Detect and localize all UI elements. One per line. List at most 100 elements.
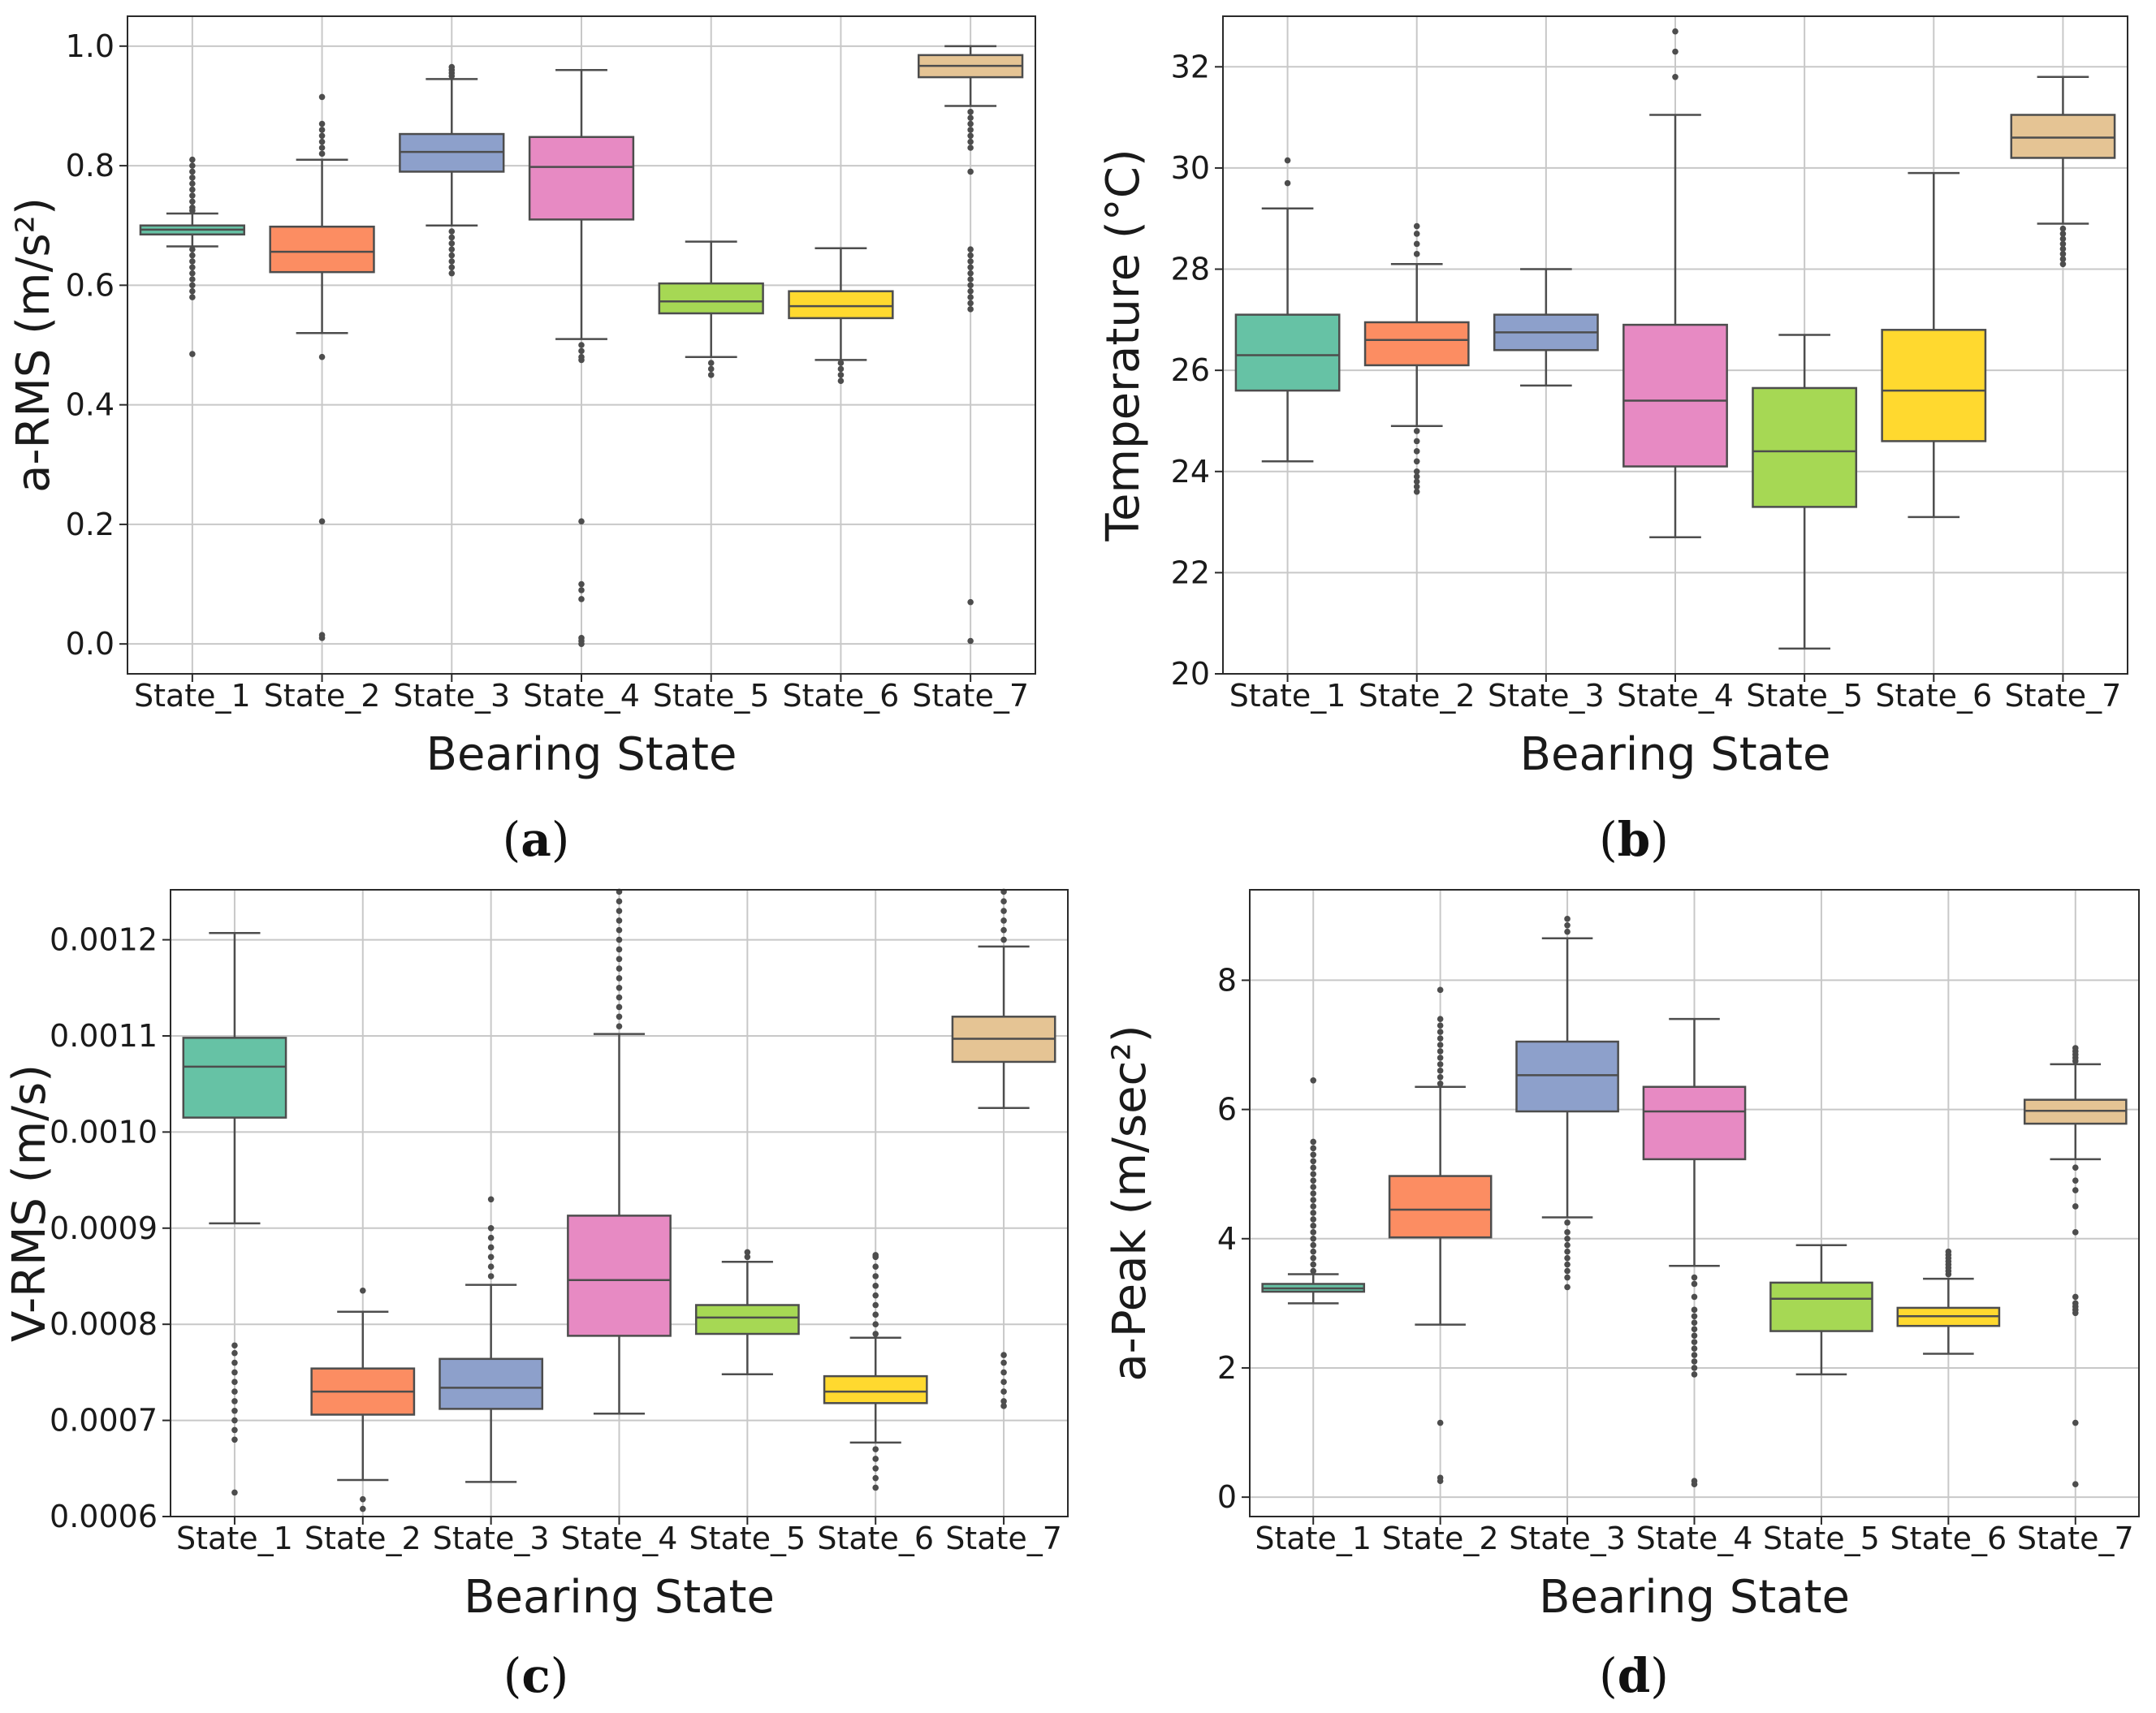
box-State_6 bbox=[788, 247, 894, 384]
y-tick-label: 0.0010 bbox=[50, 1114, 158, 1150]
chart-a: 0.0 0.2 0.4 0.6 0.8 1.0 State_1 State_2 State_3 S… bbox=[7, 15, 1036, 781]
outlier-point bbox=[1413, 483, 1420, 490]
outlier-point bbox=[1691, 1313, 1698, 1320]
outlier-point bbox=[1691, 1306, 1698, 1314]
outlier-point bbox=[872, 1283, 879, 1289]
outlier-point bbox=[448, 234, 456, 241]
outlier-point bbox=[318, 93, 326, 101]
x-tick-label: State_1 bbox=[134, 678, 251, 714]
outlier-point bbox=[318, 138, 326, 145]
x-tick-label: State_1 bbox=[1229, 678, 1346, 714]
x-axis-label: Bearing State bbox=[1520, 728, 1831, 781]
outlier-point bbox=[487, 1234, 495, 1241]
outlier-point bbox=[967, 270, 974, 277]
outlier-point bbox=[1691, 1339, 1698, 1345]
outlier-point bbox=[318, 518, 326, 525]
outlier-point bbox=[2072, 1187, 2079, 1193]
outlier-point bbox=[318, 632, 326, 638]
y-tick-label: 0.4 bbox=[66, 387, 114, 423]
y-tick-label: 22 bbox=[1171, 554, 1210, 590]
chart-d: 0 2 4 6 8 State_1 State_2 State_3 State_4 State_5… bbox=[1104, 889, 2140, 1624]
outlier-point bbox=[1413, 240, 1420, 248]
x-tick-label: State_3 bbox=[393, 678, 510, 714]
x-tick-label: State_4 bbox=[1617, 678, 1734, 714]
x-tick-label: State_6 bbox=[783, 678, 900, 714]
outlier-point bbox=[837, 378, 845, 384]
outlier-point bbox=[2059, 240, 2067, 248]
outlier-point bbox=[1000, 926, 1007, 934]
outlier-point bbox=[1691, 1280, 1698, 1288]
outlier-point bbox=[1437, 1074, 1444, 1081]
outlier-point bbox=[967, 276, 974, 283]
outlier-point bbox=[744, 1253, 751, 1261]
outlier-point bbox=[2059, 231, 2067, 237]
outlier-point bbox=[1310, 1190, 1317, 1197]
outlier-point bbox=[1310, 1210, 1317, 1216]
outlier-point bbox=[578, 587, 585, 593]
outlier-point bbox=[1310, 1197, 1317, 1203]
outlier-point bbox=[189, 198, 196, 205]
iqr-box bbox=[1388, 1175, 1493, 1239]
outlier-point bbox=[231, 1436, 238, 1443]
y-tick-label: 6 bbox=[1217, 1092, 1237, 1128]
outlier-point bbox=[1000, 1379, 1007, 1386]
x-tick-label: State_1 bbox=[1255, 1521, 1372, 1556]
iqr-box bbox=[1752, 386, 1858, 508]
outlier-point bbox=[707, 360, 715, 366]
x-axis-label: Bearing State bbox=[464, 1571, 775, 1624]
outlier-point bbox=[189, 192, 196, 199]
outlier-point bbox=[616, 946, 623, 953]
outlier-point bbox=[967, 127, 974, 133]
outlier-point bbox=[189, 264, 196, 271]
outlier-point bbox=[872, 1301, 879, 1309]
iqr-box bbox=[1769, 1281, 1873, 1332]
outlier-point bbox=[1564, 1229, 1571, 1236]
outlier-point bbox=[967, 264, 974, 271]
outlier-point bbox=[1310, 1229, 1317, 1236]
box-State_3 bbox=[1493, 268, 1599, 387]
outlier-point bbox=[1437, 1042, 1444, 1048]
outlier-point bbox=[1310, 1235, 1317, 1242]
outlier-point bbox=[1310, 1177, 1317, 1184]
outlier-point bbox=[872, 1331, 879, 1337]
x-tick-label: State_7 bbox=[912, 678, 1029, 714]
outlier-point bbox=[1310, 1138, 1317, 1146]
outlier-point bbox=[231, 1369, 238, 1376]
y-tick-label: 24 bbox=[1171, 454, 1210, 490]
y-tick-label: 0.8 bbox=[66, 148, 114, 183]
outlier-point bbox=[231, 1398, 238, 1404]
outlier-point bbox=[616, 1003, 623, 1011]
outlier-point bbox=[318, 145, 326, 151]
box-State_7 bbox=[918, 45, 1024, 645]
outlier-point bbox=[2059, 225, 2067, 232]
outlier-point bbox=[1000, 917, 1007, 924]
box-State_3 bbox=[1515, 916, 1619, 1291]
box-State_2 bbox=[1388, 986, 1493, 1485]
outlier-point bbox=[231, 1417, 238, 1424]
iqr-box bbox=[1363, 321, 1470, 367]
outlier-point bbox=[2059, 235, 2067, 242]
outlier-point bbox=[231, 1489, 238, 1496]
outlier-point bbox=[1413, 448, 1420, 455]
outlier-point bbox=[2072, 1293, 2079, 1301]
outlier-point bbox=[616, 984, 623, 991]
outlier-point bbox=[1691, 1352, 1698, 1358]
box-State_2 bbox=[269, 93, 375, 641]
outlier-point bbox=[1691, 1319, 1698, 1327]
outlier-point bbox=[1310, 1145, 1317, 1152]
chart-panel-a: 0.0 0.2 0.4 0.6 0.8 1.0 State_1 State_2 State_3 S… bbox=[0, 0, 1072, 812]
x-tick-label: State_2 bbox=[1359, 678, 1475, 714]
outlier-point bbox=[967, 282, 974, 289]
outlier-point bbox=[1564, 1235, 1571, 1242]
x-tick-label: State_7 bbox=[2005, 678, 2122, 714]
outlier-point bbox=[1437, 1035, 1444, 1042]
iqr-box bbox=[1515, 1040, 1619, 1113]
outlier-point bbox=[2072, 1045, 2079, 1051]
outlier-point bbox=[1437, 1478, 1444, 1485]
outlier-point bbox=[448, 264, 456, 271]
outlier-point bbox=[487, 1224, 495, 1232]
y-tick-label: 2 bbox=[1217, 1350, 1237, 1386]
outlier-point bbox=[1564, 928, 1571, 935]
outlier-point bbox=[1413, 488, 1420, 495]
